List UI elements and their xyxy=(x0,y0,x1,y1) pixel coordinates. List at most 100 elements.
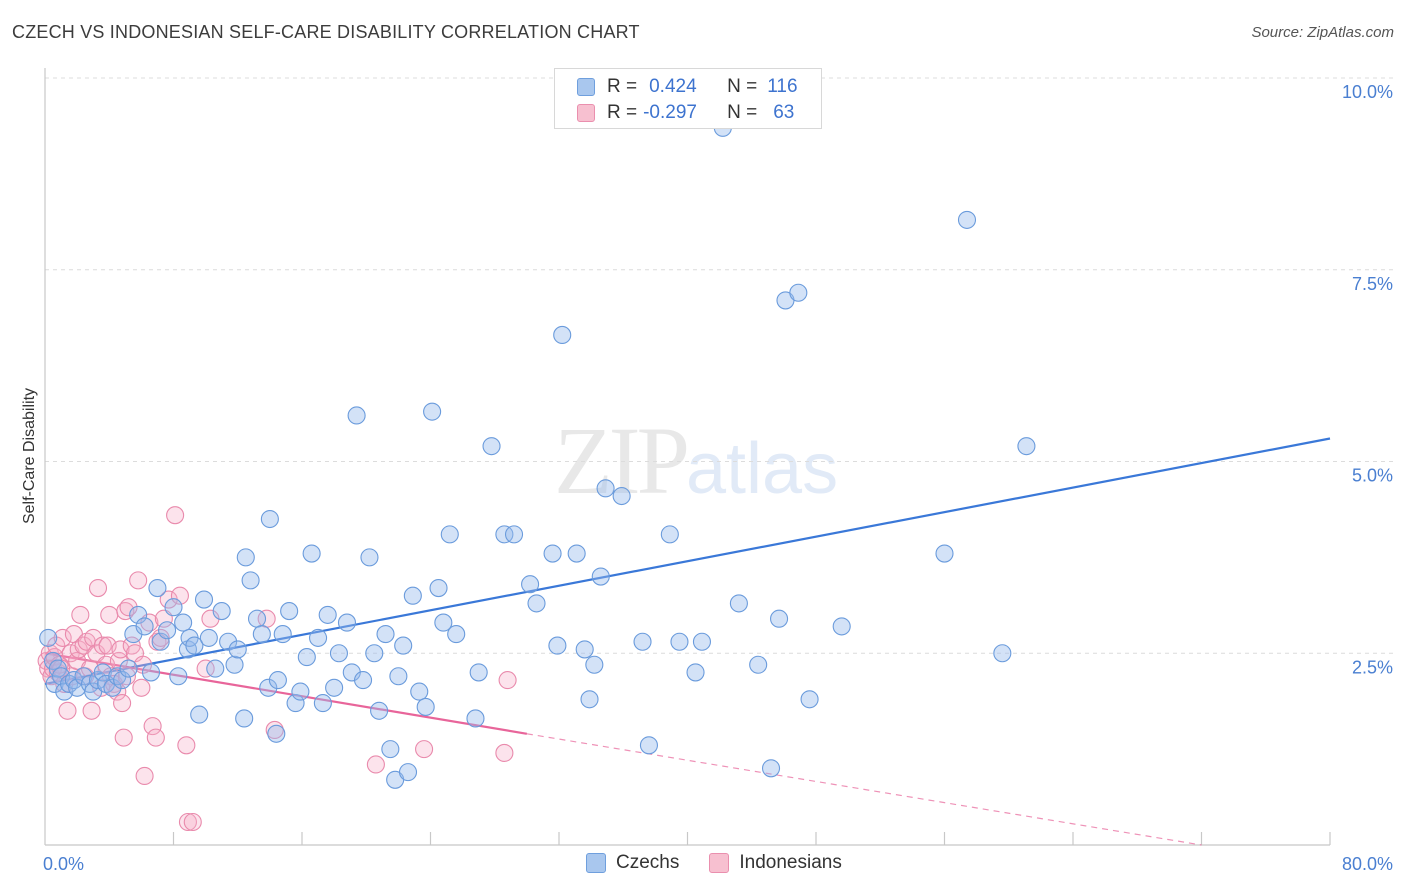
indonesian-point xyxy=(196,659,215,678)
czech-point xyxy=(410,682,429,701)
y-tick-label: 7.5% xyxy=(1352,274,1393,294)
czech-point xyxy=(252,625,271,644)
czech-point xyxy=(93,663,112,682)
czech-point xyxy=(219,632,238,651)
czech-point xyxy=(429,579,448,598)
axes xyxy=(44,68,1331,846)
czech-point xyxy=(789,283,808,302)
czech-point xyxy=(199,628,218,647)
x-tick-label-min: 0.0% xyxy=(43,854,84,874)
czech-point xyxy=(832,617,851,636)
czech-point xyxy=(39,628,58,647)
legend-n-value: 63 xyxy=(773,102,795,123)
legend-r-value: 0.424 xyxy=(649,76,697,97)
czech-point xyxy=(482,437,501,456)
czech-point xyxy=(119,659,138,678)
czech-point xyxy=(770,609,789,628)
correlation-legend: R = 0.424 N = 116 R = -0.297 N = 63 xyxy=(554,68,822,129)
czech-point xyxy=(376,625,395,644)
indonesian-point xyxy=(146,728,165,747)
czech-point xyxy=(259,678,278,697)
czech-point xyxy=(548,636,567,655)
series-legend-indonesians[interactable]: Indonesians xyxy=(709,852,842,874)
czech-point xyxy=(527,594,546,613)
czech-point xyxy=(241,571,260,590)
czech-point xyxy=(434,613,453,632)
czech-point xyxy=(633,632,652,651)
czech-point xyxy=(360,548,379,567)
czech-point xyxy=(495,525,514,544)
czech-point xyxy=(329,644,348,663)
indonesian-point xyxy=(71,605,90,624)
czech-point xyxy=(800,690,819,709)
czech-point xyxy=(686,663,705,682)
indonesian-point xyxy=(135,766,154,786)
czech-point xyxy=(190,705,209,724)
indonesian-point xyxy=(366,755,385,774)
indonesian-trend-extension xyxy=(526,733,1202,846)
indonesian-point xyxy=(183,812,202,832)
indonesian-point xyxy=(170,586,189,605)
indonesian-point xyxy=(498,671,517,690)
indonesian-point xyxy=(113,694,132,713)
czech-point xyxy=(74,667,93,686)
legend-r-label: R = xyxy=(607,102,638,123)
x-tick-label-max: 80.0% xyxy=(1342,854,1393,874)
watermark: ZIPatlas xyxy=(554,405,838,516)
czech-point xyxy=(309,628,328,647)
czech-point xyxy=(318,605,337,624)
czech-point xyxy=(268,671,287,690)
czech-point xyxy=(235,709,254,728)
czech-point xyxy=(957,210,977,229)
legend-n-value: 116 xyxy=(767,76,798,97)
czech-point xyxy=(370,701,389,720)
indonesian-point xyxy=(93,636,112,655)
indonesian-point xyxy=(166,506,185,525)
czech-point xyxy=(291,682,310,701)
czech-point xyxy=(466,709,485,728)
czech-point xyxy=(158,621,177,640)
series-legend-czechs[interactable]: Czechs xyxy=(586,852,679,874)
watermark-atlas: atlas xyxy=(686,429,839,509)
czech-point xyxy=(280,602,299,621)
series-label-indonesians: Indonesians xyxy=(739,852,842,873)
czech-point xyxy=(398,763,418,782)
czech-point xyxy=(148,579,167,598)
czech-points xyxy=(39,118,1036,789)
czech-point xyxy=(660,525,679,544)
czech-point xyxy=(543,544,562,563)
czech-point xyxy=(729,594,748,613)
czech-point xyxy=(423,402,442,421)
czech-point xyxy=(141,663,161,682)
series-legend: Czechs Indonesians xyxy=(586,852,872,874)
czech-point xyxy=(164,598,183,617)
czech-point xyxy=(267,724,286,743)
czech-point xyxy=(169,667,188,686)
czech-point xyxy=(585,655,604,674)
czech-point xyxy=(113,671,132,690)
czech-point xyxy=(185,636,204,655)
y-axis-title: Self-Care Disability xyxy=(21,388,38,524)
indonesian-point xyxy=(495,743,514,763)
indonesian-point xyxy=(177,736,196,755)
czech-point xyxy=(575,640,594,659)
czech-point xyxy=(194,590,214,609)
czech-point xyxy=(212,602,231,621)
czech-point xyxy=(286,694,305,713)
czech-point xyxy=(416,697,435,716)
legend-row-indonesians: R = -0.297 N = 63 xyxy=(577,102,794,124)
czech-point xyxy=(236,548,255,567)
czech-point xyxy=(247,609,267,628)
indonesian-point xyxy=(132,678,151,697)
czech-point xyxy=(260,509,279,529)
indonesian-point xyxy=(84,628,103,647)
czech-point xyxy=(761,759,781,778)
indonesian-point xyxy=(88,579,108,598)
czech-point xyxy=(347,406,366,425)
czech-point xyxy=(749,655,768,674)
source-label: Source: ZipAtlas.com xyxy=(1251,24,1394,41)
y-tick-label: 5.0% xyxy=(1352,466,1393,486)
legend-swatch-indonesians xyxy=(577,104,595,122)
czech-point xyxy=(206,659,225,678)
czech-point xyxy=(103,678,122,697)
